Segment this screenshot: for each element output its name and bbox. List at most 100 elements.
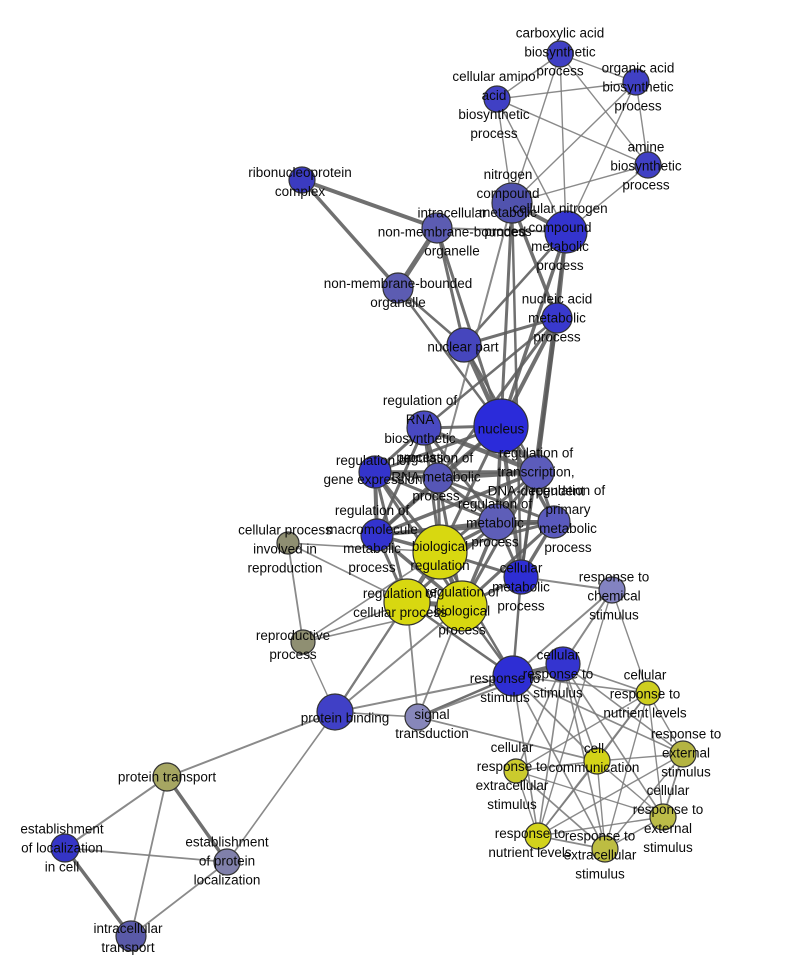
- edge-rstim-crnut: [512, 675, 649, 694]
- edge-ptrans-estprot: [165, 775, 229, 864]
- edge-ptrans-itrans: [130, 776, 168, 937]
- edge-inmo-npart: [435, 226, 466, 347]
- node-label-rext: response to external stimulus: [651, 727, 722, 780]
- node-rstim[interactable]: response to stimulus: [492, 655, 534, 697]
- node-nucleus[interactable]: nucleus: [473, 398, 529, 454]
- edge-crstim-sigt: [417, 663, 564, 718]
- edge-nacid-rrmet: [436, 316, 559, 480]
- edge-amino-cnitro: [496, 98, 567, 233]
- node-rprim[interactable]: regulation of primary metabolic process: [537, 505, 571, 539]
- node-estprot[interactable]: establishment of protein localization: [213, 848, 241, 876]
- node-label-rbio: regulation of biological process: [425, 585, 500, 638]
- node-label-rextra: response to extracellular stimulus: [564, 829, 637, 882]
- node-ptrans[interactable]: protein transport: [152, 762, 182, 792]
- node-label-cmet: cellular metabolic process: [492, 561, 550, 614]
- edge-nmo-nucleus: [396, 286, 503, 428]
- node-crextra[interactable]: cellular response to extracellular stimu…: [503, 758, 529, 784]
- node-label-crextra: cellular response to extracellular stimulus: [476, 740, 549, 812]
- node-label-rstim: response to stimulus: [470, 671, 541, 705]
- node-label-rmet: regulation of metabolic process: [458, 497, 533, 550]
- node-crnut[interactable]: cellular response to nutrient levels: [635, 680, 661, 706]
- node-estloc[interactable]: establishment of localization in cell: [50, 833, 80, 863]
- node-nmo[interactable]: non-membrane-bounded organelle: [382, 272, 414, 304]
- node-cnitro[interactable]: cellular nitrogen compound metabolic pro…: [544, 210, 588, 254]
- node-cprepro[interactable]: cellular process involved in reproductio…: [276, 531, 300, 555]
- edge-organic-nitro: [511, 81, 637, 204]
- node-crstim[interactable]: cellular response to stimulus: [545, 646, 581, 682]
- node-label-rrmet: regulation of RNA metabolic process: [391, 451, 481, 504]
- node-rnut[interactable]: response to nutrient levels: [524, 822, 552, 850]
- node-sigt[interactable]: signal transduction: [404, 703, 432, 731]
- node-label-repro: reproductive process: [256, 628, 330, 662]
- node-rrbio[interactable]: regulation of RNA biosynthetic process: [406, 410, 442, 446]
- edge-rstim-pbind: [334, 675, 514, 713]
- node-rtrans[interactable]: regulation of transcription, DNA-depende…: [519, 454, 555, 490]
- edge-ccomm-crextra: [515, 760, 598, 772]
- node-rrmet[interactable]: regulation of RNA metabolic process: [422, 462, 454, 494]
- node-rbio[interactable]: regulation of biological process: [436, 580, 488, 632]
- edge-rchem-crnut: [611, 589, 649, 694]
- edge-rrmet-rprim: [436, 476, 556, 524]
- edge-crext-rnut: [537, 816, 664, 837]
- node-cmet[interactable]: cellular metabolic process: [503, 559, 539, 595]
- node-rcell[interactable]: regulation of cellular process: [383, 578, 431, 626]
- edge-amine-nitro: [511, 164, 649, 204]
- node-rextra[interactable]: response to extracellular stimulus: [591, 835, 619, 863]
- node-label-nacid: nucleic acid metabolic process: [522, 292, 593, 345]
- edge-organic-cnitro: [565, 81, 637, 233]
- node-rmacro[interactable]: regulation of macromolecule metabolic pr…: [360, 518, 394, 552]
- edge-estprot-itrans: [130, 861, 228, 937]
- edge-crextra-crext: [515, 770, 664, 818]
- edge-amino-amine: [496, 98, 649, 166]
- node-label-estloc: establishment of localization in cell: [20, 822, 104, 875]
- edge-rchem-rnut: [537, 589, 613, 837]
- edge-sigt-ccomm: [417, 716, 598, 762]
- node-rext[interactable]: response to external stimulus: [669, 740, 697, 768]
- node-ribo[interactable]: ribonucleoprotein complex: [288, 166, 316, 194]
- node-label-rchem: response to chemical stimulus: [579, 570, 650, 623]
- node-label-crstim: cellular response to stimulus: [523, 648, 594, 701]
- edge-rprim-rmacro: [375, 520, 556, 537]
- node-npart[interactable]: nuclear part: [446, 327, 482, 363]
- node-label-amine: amine biosynthetic process: [610, 140, 682, 193]
- node-amino[interactable]: cellular amino acid biosynthetic process: [483, 85, 511, 113]
- edge-nacid-cmet: [519, 316, 559, 579]
- edge-ribo-inmo: [300, 178, 439, 230]
- node-organic[interactable]: organic acid biosynthetic process: [622, 68, 650, 96]
- edge-crstim-rext: [562, 663, 684, 755]
- node-inmo[interactable]: intracellular non-membrane-bounded organ…: [421, 212, 453, 244]
- node-rmet[interactable]: regulation of metabolic process: [478, 503, 516, 541]
- node-itrans[interactable]: intracellular transport: [115, 920, 147, 952]
- node-bioreg[interactable]: biological regulation: [412, 524, 468, 580]
- node-label-rprim: regulation of primary metabolic process: [531, 483, 606, 555]
- edge-crstim-rextra: [562, 663, 606, 850]
- node-label-nmo: non-membrane-bounded organelle: [324, 276, 473, 310]
- node-crext[interactable]: cellular response to external stimulus: [649, 803, 677, 831]
- node-repro[interactable]: reproductive process: [290, 629, 316, 655]
- node-amine[interactable]: amine biosynthetic process: [634, 151, 662, 179]
- node-nitro[interactable]: nitrogen compound metabolic process: [491, 182, 533, 224]
- node-rgene[interactable]: regulation of gene expression: [358, 455, 392, 489]
- labels-layer: carboxylic acid biosynthetic processcellul…: [20, 26, 722, 955]
- edge-rstim-rnut: [512, 675, 539, 837]
- node-rchem[interactable]: response to chemical stimulus: [598, 576, 626, 604]
- edge-crextra-rextra: [515, 770, 606, 850]
- edge-crnut-rextra: [604, 692, 649, 850]
- edge-carb-nitro: [511, 53, 561, 204]
- node-ccomm[interactable]: cell communication: [583, 747, 611, 775]
- node-pbind[interactable]: protein binding: [316, 693, 354, 731]
- edge-cprepro-repro: [287, 542, 304, 643]
- node-nacid[interactable]: nucleic acid metabolic process: [541, 302, 573, 334]
- edge-rtrans-rmacro: [375, 470, 539, 537]
- node-label-inmo: intracellular non-membrane-bounded organel…: [378, 206, 527, 259]
- edge-ptrans-estloc: [64, 776, 168, 849]
- node-label-rcell: regulation of cellular process: [353, 586, 447, 620]
- node-carb[interactable]: carboxylic acid biosynthetic process: [546, 40, 574, 68]
- edge-carb-cnitro: [559, 53, 567, 233]
- node-label-rmacro: regulation of macromolecule metabolic proce…: [326, 503, 418, 575]
- node-label-bioreg: biological regulation: [410, 539, 469, 573]
- node-label-rgene: regulation of gene expression: [323, 453, 422, 487]
- edge-amino-organic: [496, 81, 637, 100]
- node-label-carb: carboxylic acid biosynthetic process: [516, 26, 605, 79]
